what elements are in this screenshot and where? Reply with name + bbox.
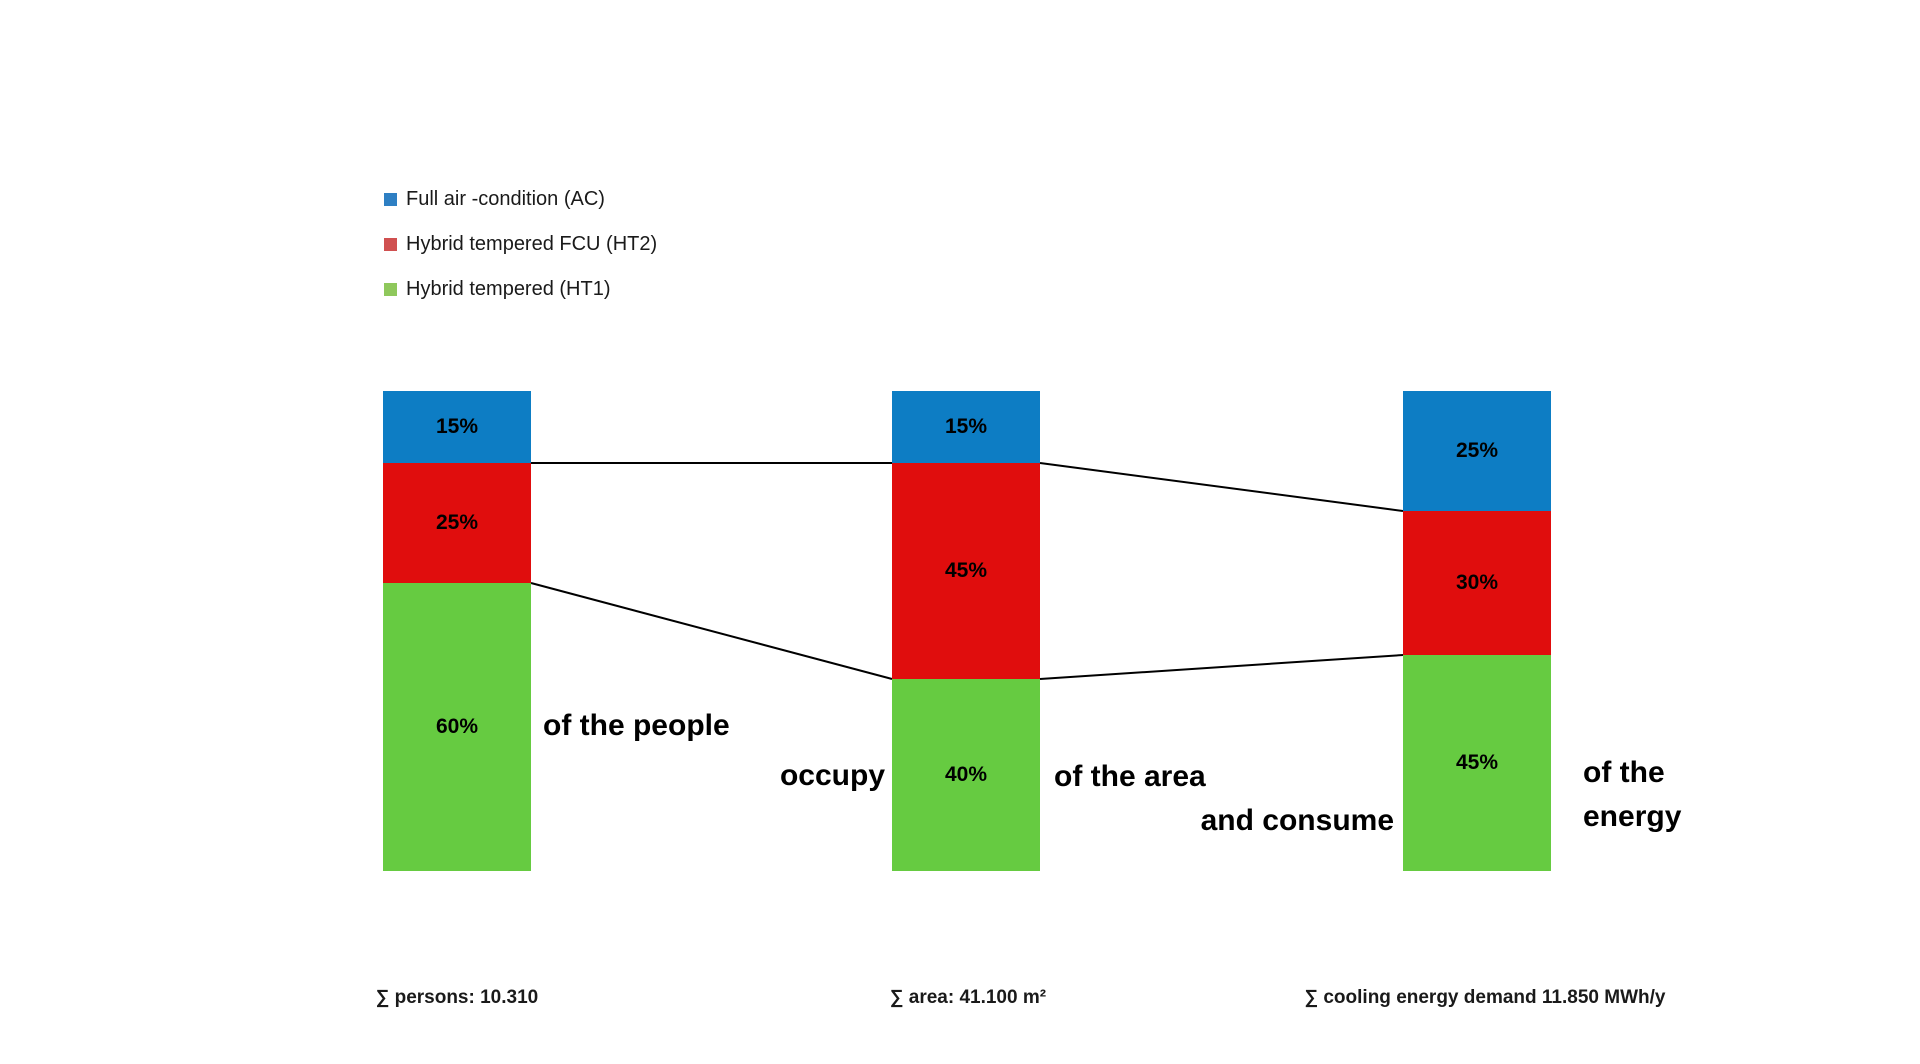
segment-value-label: 40% [944,763,988,786]
connector-line [530,582,893,680]
legend-item-ht1: Hybrid tempered (HT1) [384,276,657,302]
connector-line [1039,462,1404,512]
bar-segment: 15% [383,391,531,463]
annotation-of-the-people: of the people [543,709,730,742]
bar-segment: 25% [1403,391,1551,511]
segment-value-label: 45% [944,559,988,582]
legend-swatch-red-icon [384,237,397,251]
segment-value-label: 25% [435,511,479,534]
legend-label-ac: Full air -condition (AC) [406,187,605,210]
segment-value-label: 60% [435,715,479,738]
bar-segment: 25% [383,463,531,583]
annotation-occupy: occupy [779,759,885,792]
segment-value-label: 30% [1455,571,1499,594]
segment-value-label: 15% [435,415,479,438]
legend-swatch-blue-icon [384,192,397,206]
legend-label-ht1: Hybrid tempered (HT1) [406,277,611,300]
legend-swatch-green-icon [384,282,397,296]
segment-value-label: 15% [944,415,988,438]
segment-value-label: 25% [1455,439,1499,462]
total-area: ∑ area: 41.100 m² [889,987,1047,1008]
bar-energy: 25% 30% 45% [1403,391,1551,871]
bar-segment: 30% [1403,511,1551,655]
annotation-energy: energy [1583,800,1682,833]
bar-segment: 40% [892,679,1040,871]
legend: Full air -condition (AC) Hybrid tempered… [384,186,657,321]
bar-segment: 45% [892,463,1040,679]
legend-item-ac: Full air -condition (AC) [384,186,657,212]
total-cooling-energy: ∑ cooling energy demand 11.850 MWh/y [1304,987,1666,1008]
bar-segment: 15% [892,391,1040,463]
connector-line [1039,654,1404,680]
annotation-of-the-area: of the area [1054,760,1206,793]
bar-people: 15% 25% 60% [383,391,531,871]
bar-segment: 45% [1403,655,1551,871]
legend-item-ht2: Hybrid tempered FCU (HT2) [384,231,657,257]
annotation-and-consume: and consume [1200,804,1394,837]
segment-value-label: 45% [1455,751,1499,774]
bar-segment: 60% [383,583,531,871]
total-persons: ∑ persons: 10.310 [375,987,539,1008]
legend-label-ht2: Hybrid tempered FCU (HT2) [406,232,658,255]
annotation-of-the: of the [1583,756,1665,789]
bar-area: 15% 45% 40% [892,391,1040,871]
